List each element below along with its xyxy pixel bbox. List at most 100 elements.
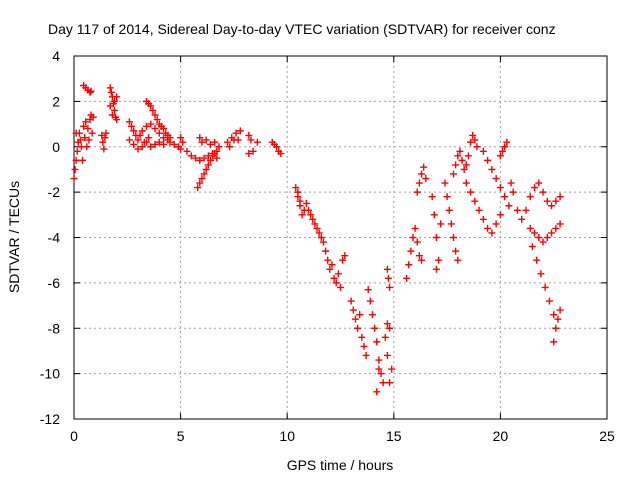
data-point <box>354 324 362 332</box>
data-point <box>373 388 381 396</box>
data-point <box>381 333 389 341</box>
data-point <box>471 136 479 144</box>
data-point <box>322 247 330 255</box>
data-point <box>384 274 392 282</box>
data-point <box>211 138 219 146</box>
data-point <box>302 199 310 207</box>
data-point <box>315 229 323 237</box>
data-point <box>307 211 315 219</box>
data-point <box>418 170 426 178</box>
data-point <box>309 215 317 223</box>
data-point <box>550 311 558 319</box>
data-point <box>548 229 556 237</box>
data-point <box>526 193 534 201</box>
data-point <box>484 224 492 232</box>
data-point <box>492 175 500 183</box>
data-point <box>111 97 119 105</box>
data-point <box>80 122 88 130</box>
data-point <box>432 234 440 241</box>
data-point <box>160 134 168 142</box>
data-point <box>311 220 319 228</box>
data-point <box>501 193 509 201</box>
data-point <box>83 143 91 151</box>
data-point <box>552 324 560 332</box>
data-point <box>499 147 507 155</box>
y-tick-label: -6 <box>48 275 61 291</box>
data-point <box>379 379 387 387</box>
data-point <box>413 188 421 196</box>
data-point <box>253 138 261 146</box>
data-point <box>87 87 95 95</box>
data-point <box>539 238 547 246</box>
data-point <box>415 179 423 187</box>
data-point <box>496 184 504 192</box>
data-point <box>341 252 349 260</box>
data-point <box>177 145 185 153</box>
data-point <box>415 252 423 260</box>
data-point <box>488 165 496 173</box>
data-point <box>85 136 93 144</box>
data-points <box>70 81 564 396</box>
data-point <box>277 150 285 158</box>
data-point <box>198 175 206 183</box>
data-point <box>351 315 359 323</box>
data-point <box>224 138 232 146</box>
data-point <box>507 179 515 187</box>
data-point <box>160 140 168 148</box>
data-point <box>130 140 138 148</box>
data-point <box>473 143 481 151</box>
data-point <box>296 197 304 205</box>
data-point <box>443 193 451 201</box>
data-point <box>102 129 110 137</box>
data-point <box>479 147 487 155</box>
x-tick-label: 5 <box>177 428 185 444</box>
data-point <box>505 202 513 210</box>
data-point <box>155 129 163 137</box>
data-point <box>360 342 368 350</box>
data-point <box>70 175 78 183</box>
data-point <box>206 140 214 148</box>
grid-lines <box>74 56 607 419</box>
data-point <box>125 118 133 126</box>
data-point <box>409 234 417 241</box>
data-point <box>113 116 121 124</box>
data-point <box>194 184 202 192</box>
data-point <box>556 306 564 314</box>
data-point <box>460 165 468 173</box>
data-point <box>324 256 332 264</box>
data-point <box>328 261 336 269</box>
data-point <box>326 265 334 273</box>
data-point <box>531 184 539 192</box>
data-point <box>386 324 394 332</box>
data-point <box>111 106 119 114</box>
data-point <box>136 131 144 139</box>
data-point <box>151 111 159 119</box>
data-point <box>134 136 142 144</box>
data-point <box>206 156 214 164</box>
data-point <box>332 279 340 287</box>
data-point <box>145 134 153 142</box>
data-point <box>125 136 133 144</box>
data-point <box>347 297 355 305</box>
data-point <box>383 265 391 273</box>
data-point <box>75 129 83 137</box>
data-point <box>151 140 159 148</box>
data-point <box>454 256 462 264</box>
data-point <box>554 315 562 323</box>
data-point <box>435 256 443 264</box>
data-point <box>539 188 547 196</box>
data-point <box>420 163 428 171</box>
data-point <box>509 188 517 196</box>
data-point <box>386 283 394 291</box>
data-point <box>471 197 479 205</box>
x-tick-label: 10 <box>279 428 295 444</box>
data-point <box>484 156 492 164</box>
data-point <box>170 140 178 148</box>
data-point <box>552 197 560 205</box>
data-point <box>234 136 242 144</box>
data-point <box>106 102 114 110</box>
data-point <box>462 161 470 169</box>
data-point <box>513 206 521 214</box>
